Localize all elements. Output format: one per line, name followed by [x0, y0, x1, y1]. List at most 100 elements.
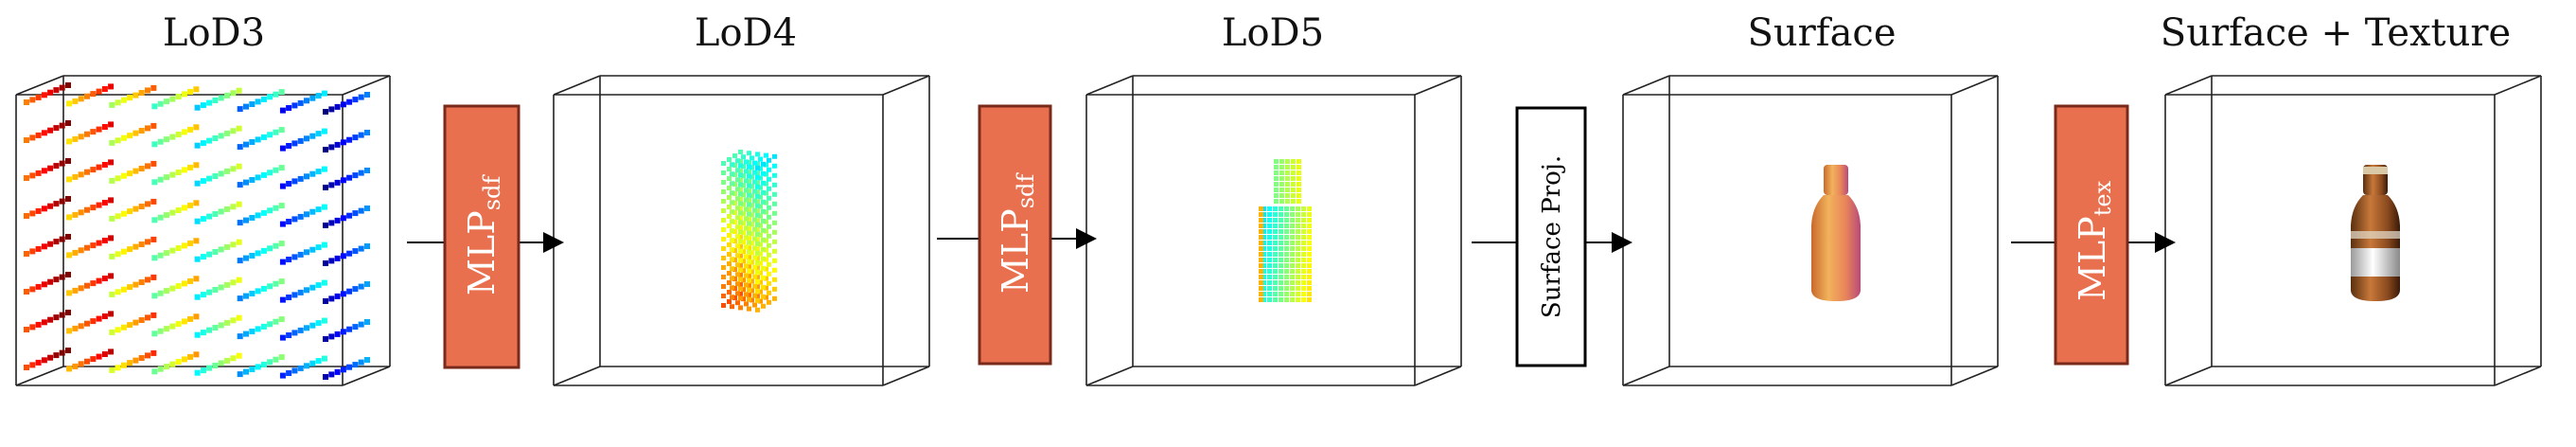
grid-point [315, 282, 322, 289]
block-point [747, 221, 751, 226]
voxel-point [1291, 159, 1296, 164]
block-point [752, 293, 757, 298]
block-point [741, 164, 746, 170]
voxel-point [1296, 212, 1300, 217]
voxel-point [1284, 212, 1289, 217]
grid-point [230, 90, 237, 97]
voxel-point [1274, 170, 1279, 175]
stage-title-surface: Surface [1747, 11, 1896, 55]
grid-point [352, 286, 359, 293]
voxel-point [1290, 246, 1295, 251]
voxel-point [1273, 224, 1278, 228]
voxel-point [1262, 263, 1266, 268]
block-point [727, 233, 732, 238]
block-point [772, 277, 777, 282]
grid-point [24, 327, 29, 332]
grid-point [321, 241, 327, 248]
voxel-point [1279, 297, 1283, 302]
block-point [752, 236, 757, 241]
block-point [755, 246, 760, 252]
voxel-point [1290, 212, 1295, 217]
block-point [738, 239, 743, 244]
block-point [752, 283, 757, 289]
grid-point [249, 329, 256, 334]
voxel-point [1279, 176, 1284, 181]
block-point [738, 305, 743, 311]
grid-point [96, 126, 102, 133]
grid-point [237, 106, 243, 113]
grid-point [53, 125, 60, 132]
voxel-point [1290, 218, 1295, 223]
block-point [758, 185, 763, 190]
block-point [738, 216, 743, 221]
grid-point [194, 369, 201, 376]
block-point [750, 241, 754, 246]
voxel-point [1290, 235, 1295, 240]
grid-point [364, 92, 370, 98]
grid-point [278, 354, 285, 361]
grid-point [175, 359, 182, 365]
block-point [727, 280, 732, 285]
voxel-point [1267, 286, 1272, 291]
grid-point [260, 171, 267, 178]
grid-point [193, 124, 200, 131]
block-point [761, 265, 766, 271]
arrow-head-icon [543, 232, 564, 253]
block-point [732, 153, 737, 158]
voxel-point [1259, 280, 1263, 285]
grid-point [53, 352, 60, 359]
block-point [755, 227, 760, 233]
grid-point [243, 141, 249, 148]
grid-point [267, 170, 273, 176]
grid-point [90, 356, 97, 363]
grid-point [169, 209, 176, 216]
grid-point [321, 166, 327, 172]
grid-point [53, 163, 60, 170]
cube-edge [1085, 366, 1134, 386]
grid-point [309, 95, 316, 101]
grid-point [78, 171, 84, 178]
block-point [755, 180, 760, 186]
block-point [772, 286, 777, 292]
block-point [732, 248, 737, 253]
grid-point [108, 159, 115, 166]
block-point [721, 284, 726, 289]
voxel-point [1301, 206, 1306, 211]
block-point [735, 234, 740, 240]
grid-point [323, 260, 328, 266]
voxel-point [1296, 241, 1300, 245]
grid-point [200, 330, 206, 336]
block-point [727, 205, 732, 209]
cube-edge [2164, 366, 2213, 386]
block-point [772, 153, 777, 159]
grid-point [145, 314, 150, 321]
grid-point [59, 274, 65, 280]
block-point [727, 214, 732, 219]
block-point [738, 169, 743, 173]
grid-point [101, 162, 108, 168]
voxel-point [1307, 212, 1312, 217]
grid-point [72, 211, 79, 218]
operator-4-sub: tex [2090, 180, 2116, 216]
voxel-point [1262, 297, 1266, 302]
grid-point [84, 244, 90, 251]
voxel-point [1259, 218, 1263, 223]
grid-point [309, 208, 316, 215]
grid-point [334, 368, 341, 375]
grid-point [340, 177, 346, 184]
grid-point [193, 200, 200, 206]
grid-point [193, 351, 200, 358]
voxel-point [1296, 280, 1300, 285]
grid-point [157, 290, 164, 296]
voxel-point [1307, 275, 1312, 279]
grid-point [84, 93, 90, 99]
voxel-point [1267, 292, 1272, 296]
block-point [744, 169, 749, 174]
block-point [755, 184, 760, 189]
grid-point [236, 125, 242, 132]
grid-point [145, 163, 150, 170]
grid-point [150, 122, 157, 129]
voxel-point [1296, 235, 1300, 240]
grid-point [340, 291, 346, 297]
block-point [761, 284, 766, 290]
